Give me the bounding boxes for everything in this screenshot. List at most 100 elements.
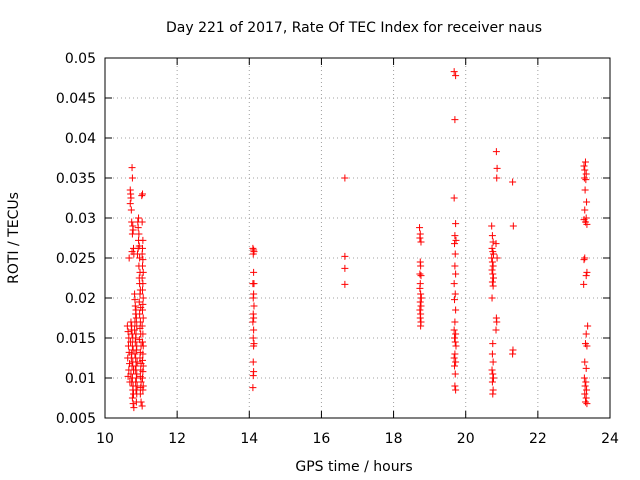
data-point (139, 294, 147, 302)
data-point (417, 294, 425, 302)
data-point (250, 280, 258, 288)
data-point (139, 350, 147, 358)
data-point (249, 318, 257, 326)
data-point (581, 206, 589, 214)
data-point (451, 262, 459, 270)
data-point (137, 398, 145, 406)
x-tick-label: 24 (601, 431, 619, 447)
data-point (583, 198, 591, 206)
data-point (416, 314, 424, 322)
data-point (509, 178, 517, 186)
data-point (452, 270, 460, 278)
data-point (133, 358, 141, 366)
data-point (131, 338, 139, 346)
data-point (131, 296, 139, 304)
data-point (452, 358, 460, 366)
data-point (488, 378, 496, 386)
y-tick-label: 0.01 (65, 371, 96, 387)
data-point (489, 358, 497, 366)
data-point (580, 174, 588, 182)
data-point (489, 370, 497, 378)
y-tick-label: 0.03 (65, 211, 96, 227)
data-point (139, 256, 147, 264)
data-point (341, 252, 349, 260)
data-point (139, 190, 147, 198)
data-point (139, 368, 147, 376)
data-point (249, 334, 257, 342)
data-point (136, 318, 144, 326)
data-point (493, 174, 501, 182)
data-point (139, 314, 147, 322)
x-tick-label: 14 (240, 431, 258, 447)
x-tick-label: 18 (385, 431, 403, 447)
data-point (489, 340, 497, 348)
data-point (582, 176, 590, 184)
data-point (509, 350, 517, 358)
data-point (452, 386, 460, 394)
data-point (135, 298, 143, 306)
data-point (583, 268, 591, 276)
data-point (492, 240, 500, 248)
data-point (488, 258, 496, 266)
data-point (451, 290, 459, 298)
data-point (489, 390, 497, 398)
data-point (128, 394, 136, 402)
data-point (451, 338, 459, 346)
data-point (451, 370, 459, 378)
data-point (341, 264, 349, 272)
data-point (417, 262, 425, 270)
data-point (452, 220, 460, 228)
data-point (580, 374, 588, 382)
data-point (452, 72, 460, 80)
data-point (133, 382, 141, 390)
data-point (250, 326, 258, 334)
chart-title: Day 221 of 2017, Rate Of TEC Index for r… (166, 20, 542, 36)
tick-marks (104, 57, 611, 419)
data-point (139, 338, 147, 346)
data-point (581, 358, 589, 366)
data-point (139, 306, 147, 314)
data-point (128, 164, 136, 172)
data-point (488, 244, 496, 252)
data-point (250, 268, 258, 276)
x-tick-label: 22 (529, 431, 547, 447)
data-point (249, 358, 257, 366)
data-point (250, 342, 258, 350)
data-point (450, 194, 458, 202)
data-point (127, 206, 135, 214)
data-point (417, 290, 425, 298)
data-point (582, 272, 590, 280)
data-point (581, 398, 589, 406)
data-point (136, 254, 144, 262)
data-point (138, 218, 146, 226)
data-point (582, 378, 590, 386)
y-tick-label: 0.04 (65, 131, 96, 147)
data-point (136, 290, 144, 298)
data-point (416, 284, 424, 292)
data-point (126, 200, 134, 208)
x-tick-label: 10 (96, 431, 114, 447)
data-point (450, 68, 458, 76)
x-tick-label: 20 (457, 431, 475, 447)
data-point (509, 222, 517, 230)
data-point (489, 250, 497, 258)
data-point (135, 230, 143, 238)
x-axis-label: GPS time / hours (295, 459, 412, 475)
data-point (124, 328, 132, 336)
data-point (132, 346, 140, 354)
y-tick-label: 0.035 (56, 171, 96, 187)
data-point (581, 158, 589, 166)
data-point (139, 342, 147, 350)
data-point (488, 366, 496, 374)
data-point (132, 314, 140, 322)
data-point (451, 334, 459, 342)
data-point (489, 282, 497, 290)
data-point (139, 262, 147, 270)
data-point (582, 330, 590, 338)
data-point (416, 306, 424, 314)
data-point (128, 174, 136, 182)
data-point (139, 330, 147, 338)
data-point (132, 386, 140, 394)
data-point (493, 318, 501, 326)
